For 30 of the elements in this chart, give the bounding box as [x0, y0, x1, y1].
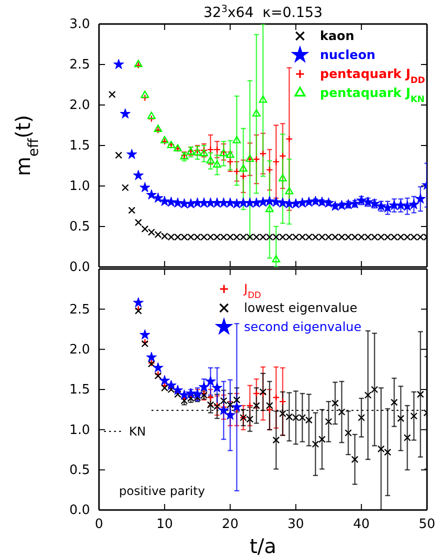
x-tick-label: 40: [353, 517, 370, 532]
y-tick-label: 2.0: [69, 98, 90, 114]
y-tick-label: 0.0: [69, 260, 90, 276]
y-tick-label: 1.5: [69, 138, 90, 154]
legend-label: J$_{DD}$: [243, 281, 262, 301]
legend-label: nucleon: [320, 47, 376, 62]
y-tick-label: 1.0: [69, 179, 90, 194]
x-tick-label: 30: [288, 517, 304, 532]
x-tick-label: 20: [222, 517, 238, 532]
y-tick-label: 0.5: [69, 462, 90, 478]
y-tick-label: 0.0: [69, 503, 90, 518]
legend-label: second eigenvalue: [244, 319, 362, 334]
legend-label: lowest eigenvalue: [244, 300, 358, 315]
x-tick-label: 50: [418, 517, 436, 532]
annotation: positive parity: [119, 484, 205, 498]
x-axis-title: t/a: [250, 534, 276, 558]
y-tick-label: 0.5: [69, 220, 90, 235]
y-tick-label: 3.0: [69, 17, 90, 32]
legend-label: kaon: [320, 28, 354, 43]
x-tick-label: 0: [94, 517, 104, 532]
x-tick-label: 10: [156, 517, 173, 532]
y-tick-label: 1.5: [69, 382, 90, 398]
y-tick-label: 2.5: [69, 302, 90, 318]
legend-label: KN: [129, 424, 146, 438]
y-tick-label: 2.5: [69, 58, 90, 73]
legend-label: pentaquark J$_{KN}$: [320, 85, 425, 105]
y-tick-label: 2.0: [69, 342, 90, 358]
chart-title: 32$^{3}$x64 κ=0.153: [203, 4, 323, 21]
y-tick-label: 1.0: [69, 422, 90, 438]
legend-label: pentaquark J$_{DD}$: [320, 66, 426, 86]
